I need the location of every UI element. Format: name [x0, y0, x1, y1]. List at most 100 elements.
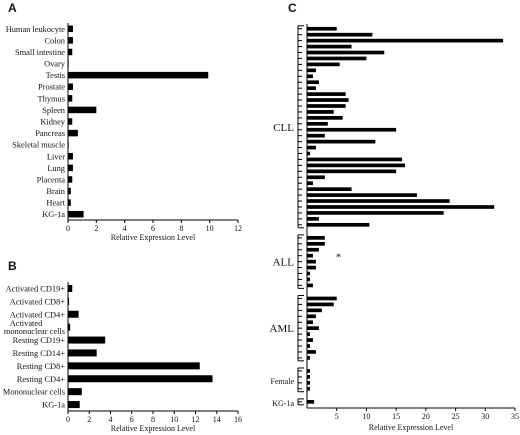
bar: [307, 356, 310, 360]
x-tick-label: 12: [192, 415, 200, 424]
group-label: AML: [270, 323, 295, 335]
panel-letter-b: B: [8, 259, 17, 273]
category-label: Activated CD8+: [10, 297, 65, 306]
bar: [68, 310, 79, 318]
category-label: Liver: [47, 152, 65, 161]
bar: [68, 176, 73, 183]
bar: [307, 133, 325, 138]
bar: [307, 308, 322, 313]
panel-letter-c: C: [288, 1, 297, 15]
bar: [307, 80, 319, 85]
bar: [307, 127, 397, 132]
bar: [68, 37, 73, 44]
category-label: Resting CD8+: [17, 362, 66, 371]
bar: [307, 92, 346, 96]
bar: [307, 145, 316, 150]
category-label: Testis: [46, 71, 65, 80]
bar: [307, 139, 376, 144]
category-label: Activated CD19+: [6, 284, 66, 293]
bar: [307, 369, 310, 373]
bar: [307, 193, 417, 197]
bar: [307, 332, 310, 336]
bar: [68, 297, 70, 305]
x-axis-label: Relative Expression Level: [369, 423, 454, 432]
category-label: Colon: [45, 36, 66, 45]
category-label: Small intestine: [15, 48, 65, 57]
category-label: KG-1a: [42, 210, 65, 219]
group-label: ALL: [273, 257, 295, 269]
bar: [307, 50, 385, 55]
x-tick-label: 20: [422, 412, 430, 421]
bar: [307, 110, 334, 114]
panel-b-chart: Activated CD19+ Activated CD8+ Activated C…: [3, 282, 242, 433]
annotation-asterisk: *: [336, 252, 342, 264]
panel-c-chart: CLL ALL * AML Female KG-1a 5 10 15 20 25 30 35 Relati…: [270, 24, 519, 432]
category-label: Lung: [47, 164, 65, 173]
bar: [307, 265, 316, 270]
category-label: Resting CD14+: [13, 349, 66, 358]
bar: [307, 222, 370, 227]
x-tick-label: 35: [511, 412, 519, 421]
x-tick-label: 15: [392, 412, 400, 421]
panel-a-chart: Human leukocyte Colon Small intestine Ovary…: [6, 23, 242, 242]
bar: [307, 283, 313, 288]
category-label: Brain: [46, 187, 65, 196]
bar: [307, 399, 315, 404]
category-label: Activated mononuclear cells: [4, 319, 65, 336]
category-label: Kidney: [40, 118, 65, 127]
category-label: Prostate: [38, 83, 65, 92]
bar: [68, 323, 71, 331]
bar: [68, 95, 73, 102]
bar: [307, 350, 316, 354]
x-tick-label: 5: [335, 412, 339, 421]
bar: [68, 153, 73, 160]
bar: [307, 62, 340, 67]
bar: [307, 163, 406, 168]
bar: [307, 236, 325, 240]
bar: [307, 386, 310, 391]
bar: [307, 68, 316, 73]
x-tick-label: 0: [66, 224, 70, 233]
bar: [307, 205, 495, 209]
bar: [307, 320, 313, 325]
bar: [68, 210, 84, 218]
bar: [307, 175, 325, 180]
category-label: KG-1a: [42, 401, 65, 410]
bar: [307, 98, 349, 102]
bar: [307, 338, 313, 342]
bar: [68, 401, 80, 409]
bar: [307, 116, 343, 120]
bar: [68, 284, 73, 292]
x-tick-label: 6: [130, 415, 134, 424]
bar: [307, 181, 313, 186]
bar: [68, 48, 73, 56]
category-label: Activated CD4+: [10, 310, 65, 319]
category-label: Resting CD19+: [13, 336, 66, 345]
bar: [307, 86, 316, 91]
bar: [307, 74, 313, 79]
bar: [307, 151, 310, 156]
bar: [307, 169, 397, 174]
category-label: Placenta: [37, 175, 66, 184]
bar: [68, 118, 73, 125]
bar: [68, 71, 209, 79]
bar: [307, 247, 319, 252]
x-axis-label: Relative Expression Level: [111, 233, 196, 242]
bar: [307, 32, 373, 37]
bar: [307, 302, 334, 307]
bar: [68, 362, 200, 370]
bar: [307, 199, 450, 203]
group-label: CLL: [273, 122, 294, 134]
bar: [68, 106, 97, 114]
x-tick-label: 8: [179, 224, 183, 233]
bar: [307, 26, 337, 31]
bar: [307, 296, 337, 301]
x-tick-label: 14: [213, 415, 221, 424]
bar: [68, 349, 97, 357]
bar: [307, 271, 310, 276]
x-tick-label: 10: [170, 415, 178, 424]
bar: [307, 44, 352, 49]
bar: [68, 336, 106, 344]
bar: [68, 129, 78, 137]
